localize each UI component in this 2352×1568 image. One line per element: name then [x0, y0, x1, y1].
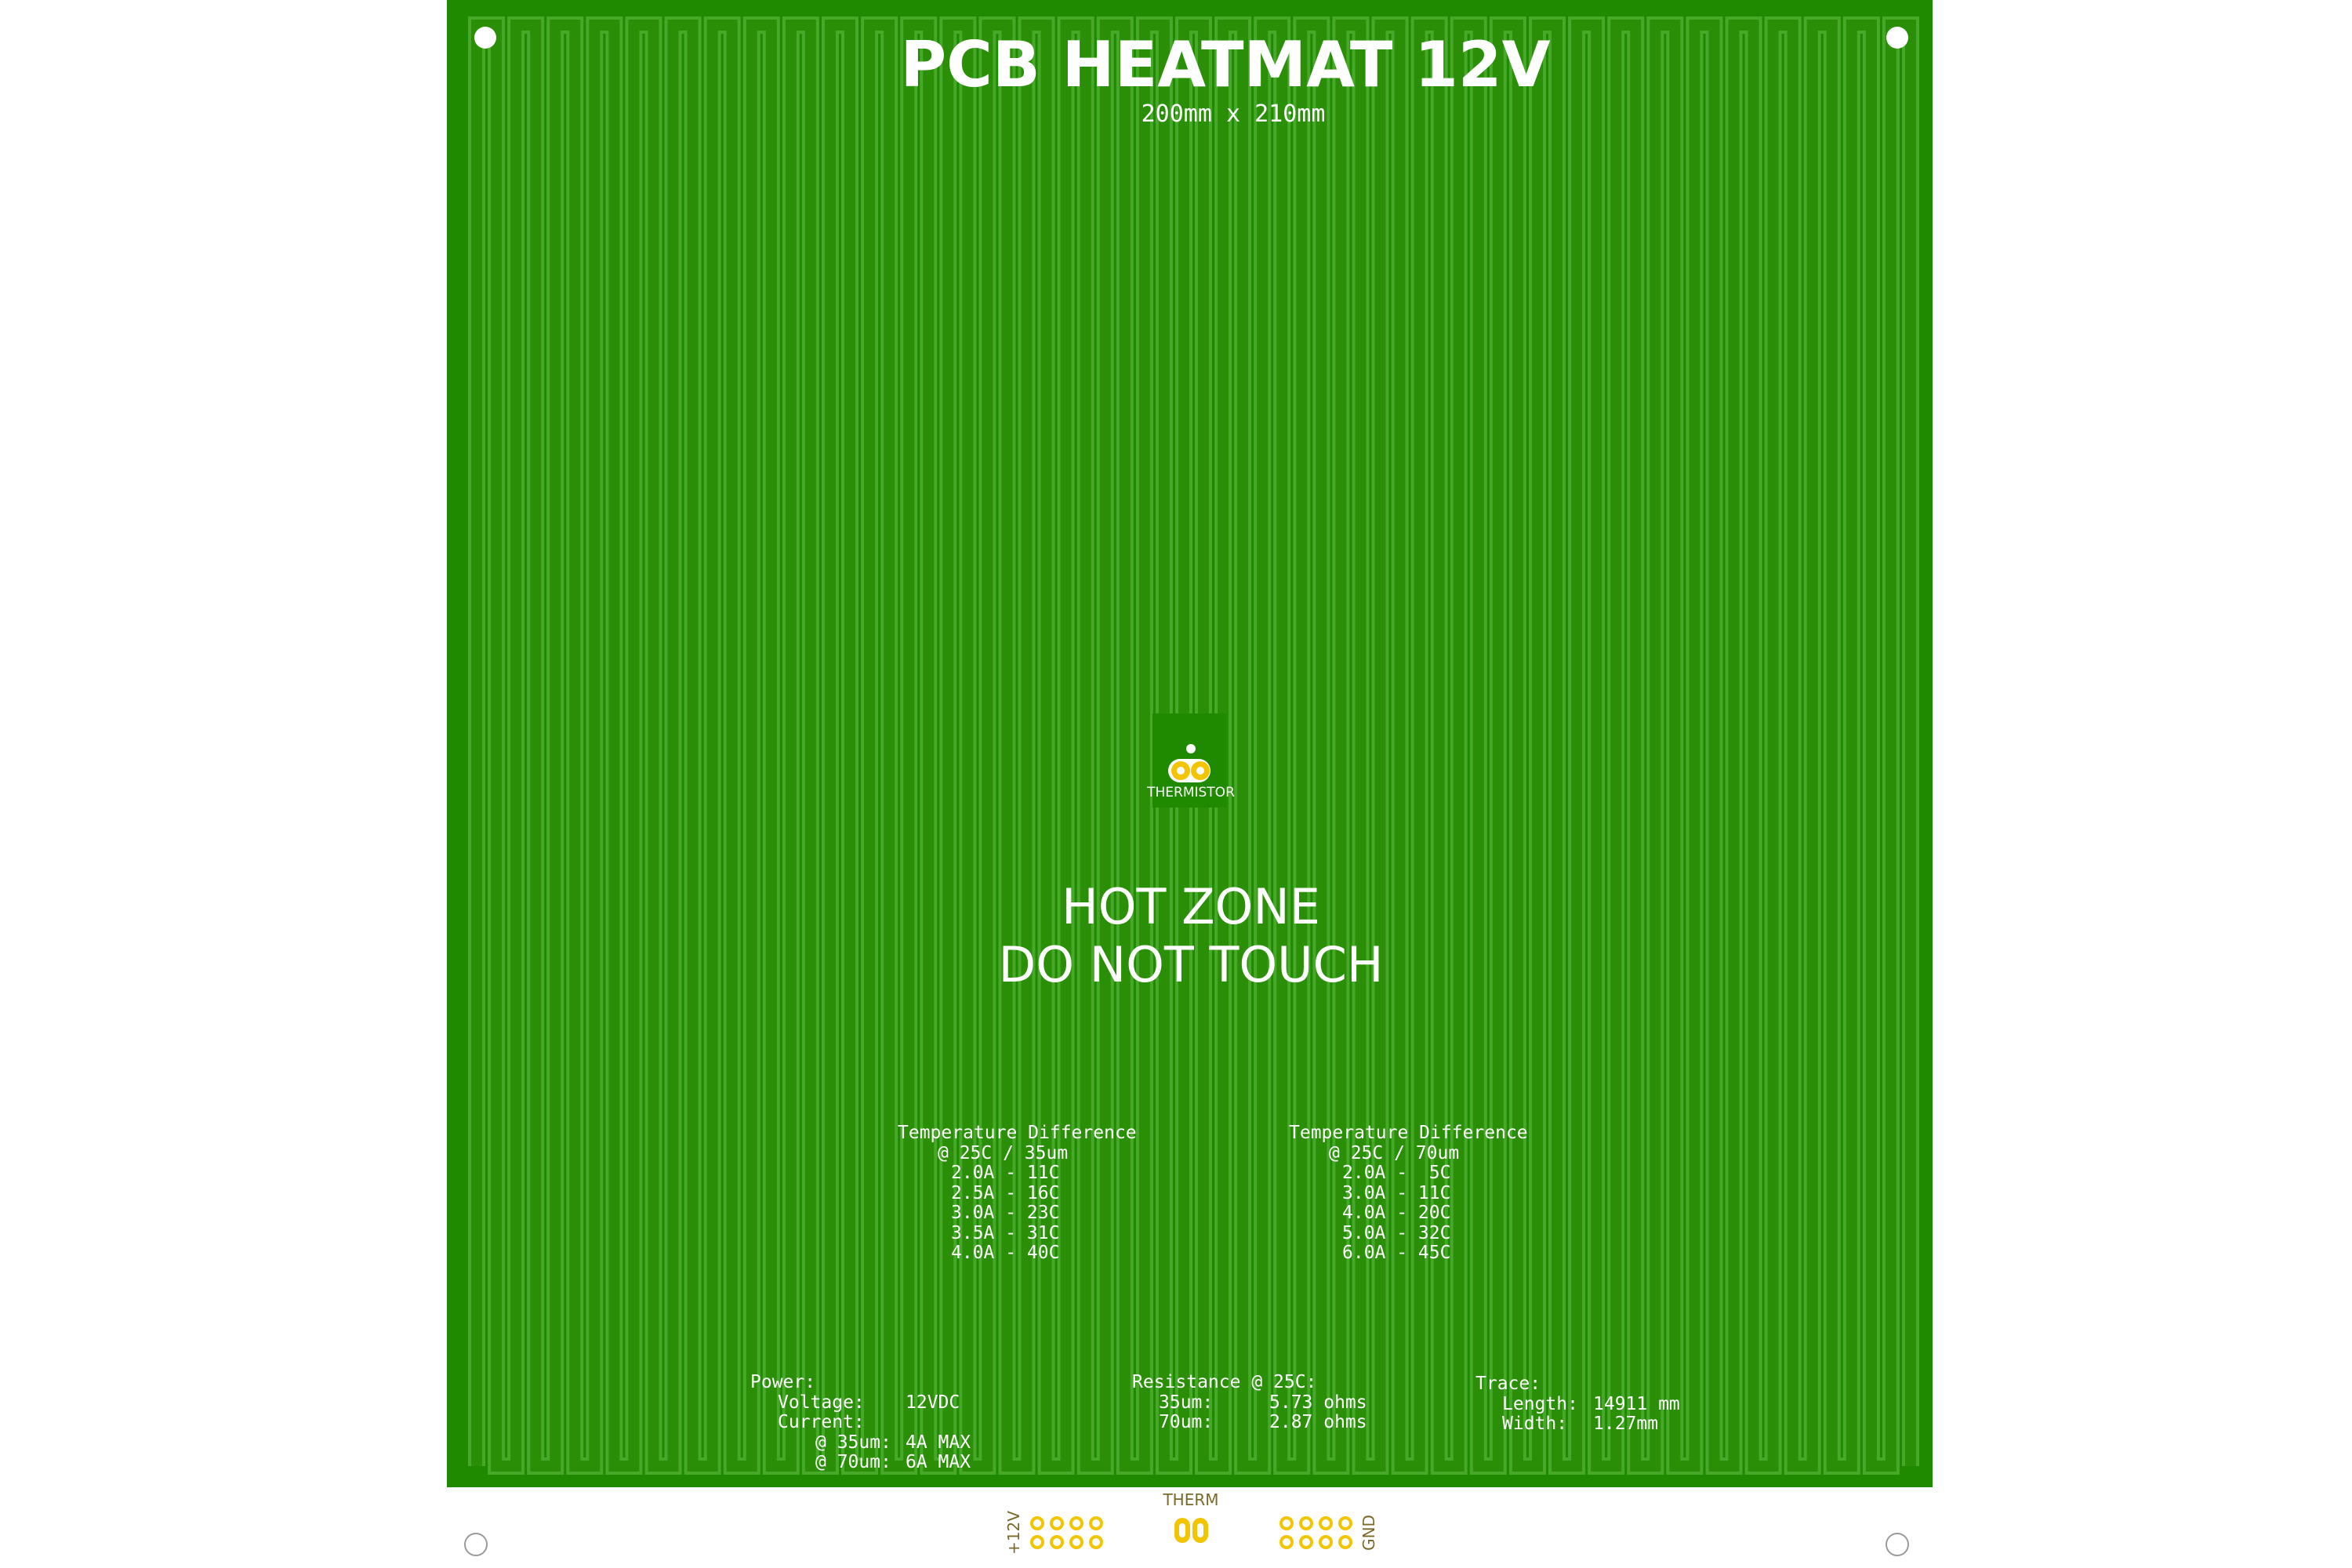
temp-table-heading: Temperature Difference [898, 1123, 1137, 1143]
heater-trace [468, 16, 1919, 1475]
power-specs: Power: Voltage: 12VDC Current: @ 35um: 4… [750, 1372, 971, 1472]
trace-length-label: Length: [1502, 1394, 1578, 1414]
resistance-70um-value: 2.87 ohms [1269, 1412, 1367, 1432]
connector-pad-hole [1302, 1519, 1310, 1527]
temp-table-condition: @ 25C / 70um [1329, 1143, 1459, 1163]
connector-tab: +12V THERM GND [464, 1490, 1909, 1556]
thermistor-label: THERMISTOR [1146, 785, 1235, 800]
power-heading: Power: [750, 1372, 815, 1392]
connector-pad-hole [1322, 1538, 1330, 1546]
trace-width-value: 1.27mm [1593, 1414, 1658, 1434]
temp-table-row: 4.0A - 20C [1342, 1203, 1450, 1223]
do-not-touch-warning: DO NOT TOUCH [999, 936, 1384, 993]
temperature-table-70um: Temperature Difference @ 25C / 70um 2.0A… [1289, 1123, 1528, 1263]
thermistor-footprint [1152, 713, 1227, 808]
temp-table-heading: Temperature Difference [1289, 1123, 1528, 1143]
gnd-label: GND [1359, 1515, 1378, 1551]
connector-pad-hole [1053, 1538, 1061, 1546]
temp-table-condition: @ 25C / 35um [938, 1143, 1068, 1163]
trace-heading: Trace: [1475, 1374, 1541, 1394]
connector-pad-hole [1302, 1538, 1310, 1546]
connector-pad-hole [1073, 1519, 1080, 1527]
connector-pad-hole [1322, 1519, 1330, 1527]
gnd-pads [1279, 1516, 1352, 1549]
temperature-table-35um: Temperature Difference @ 25C / 35um 2.0A… [898, 1123, 1137, 1263]
trace-specs: Trace: Length: 14911 mm Width: 1.27mm [1475, 1374, 1680, 1434]
board-subtitle: 200mm x 210mm [1142, 100, 1326, 128]
current-70um-value: 6A MAX [906, 1452, 971, 1472]
connector-pad-hole [1073, 1538, 1080, 1546]
connector-pad-hole [1283, 1538, 1290, 1546]
temp-table-row: 2.0A - 5C [1342, 1163, 1450, 1183]
temp-table-row: 4.0A - 40C [951, 1243, 1059, 1263]
connector-pad-hole [1092, 1538, 1100, 1546]
temp-table-row: 3.0A - 23C [951, 1203, 1059, 1223]
tab-hole-left [464, 1533, 488, 1556]
hot-zone-warning: HOT ZONE [1062, 878, 1320, 935]
therm-pads [1174, 1518, 1208, 1543]
temp-table-row: 3.0A - 11C [1342, 1183, 1450, 1203]
mounting-hole-top-left [474, 27, 496, 49]
connector-pad-hole [1053, 1519, 1061, 1527]
voltage-label: Voltage: [778, 1392, 865, 1413]
temp-table-row: 6.0A - 45C [1342, 1243, 1450, 1263]
connector-pad-hole [1092, 1519, 1100, 1527]
resistance-35um-value: 5.73 ohms [1269, 1392, 1367, 1413]
temp-table-row: 2.5A - 16C [951, 1183, 1059, 1203]
tab-hole-right [1886, 1533, 1909, 1556]
resistance-35um-label: 35um: [1159, 1392, 1213, 1413]
resistance-specs: Resistance @ 25C: 35um: 5.73 ohms 70um: … [1132, 1372, 1367, 1432]
resistance-70um-label: 70um: [1159, 1412, 1213, 1432]
connector-pad-hole [1033, 1519, 1041, 1527]
resistance-heading: Resistance @ 25C: [1132, 1372, 1316, 1392]
trace-length-value: 14911 mm [1593, 1394, 1680, 1414]
current-label: Current: [778, 1412, 865, 1432]
board-title: PCB HEATMAT 12V [900, 28, 1550, 101]
trace-copper [471, 20, 1916, 1472]
voltage-value: 12VDC [906, 1392, 960, 1413]
current-35um-value: 4A MAX [906, 1432, 971, 1453]
connector-pad-hole [1341, 1538, 1349, 1546]
connector-pad-hole [1283, 1519, 1290, 1527]
plus-12v-label: +12V [1004, 1511, 1023, 1555]
current-70um-label: @ 70um: [815, 1452, 891, 1472]
therm-label: THERM [1162, 1490, 1218, 1509]
connector-pad-hole [1033, 1538, 1041, 1546]
temp-table-row: 3.5A - 31C [951, 1223, 1059, 1243]
trace-width-label: Width: [1502, 1414, 1567, 1434]
temp-table-row: 2.0A - 11C [951, 1163, 1059, 1183]
current-35um-label: @ 35um: [815, 1432, 891, 1453]
temp-table-row: 5.0A - 32C [1342, 1223, 1450, 1243]
plus-12v-pads [1030, 1516, 1103, 1549]
mounting-hole-top-right [1886, 27, 1908, 49]
connector-pad-hole [1341, 1519, 1349, 1527]
